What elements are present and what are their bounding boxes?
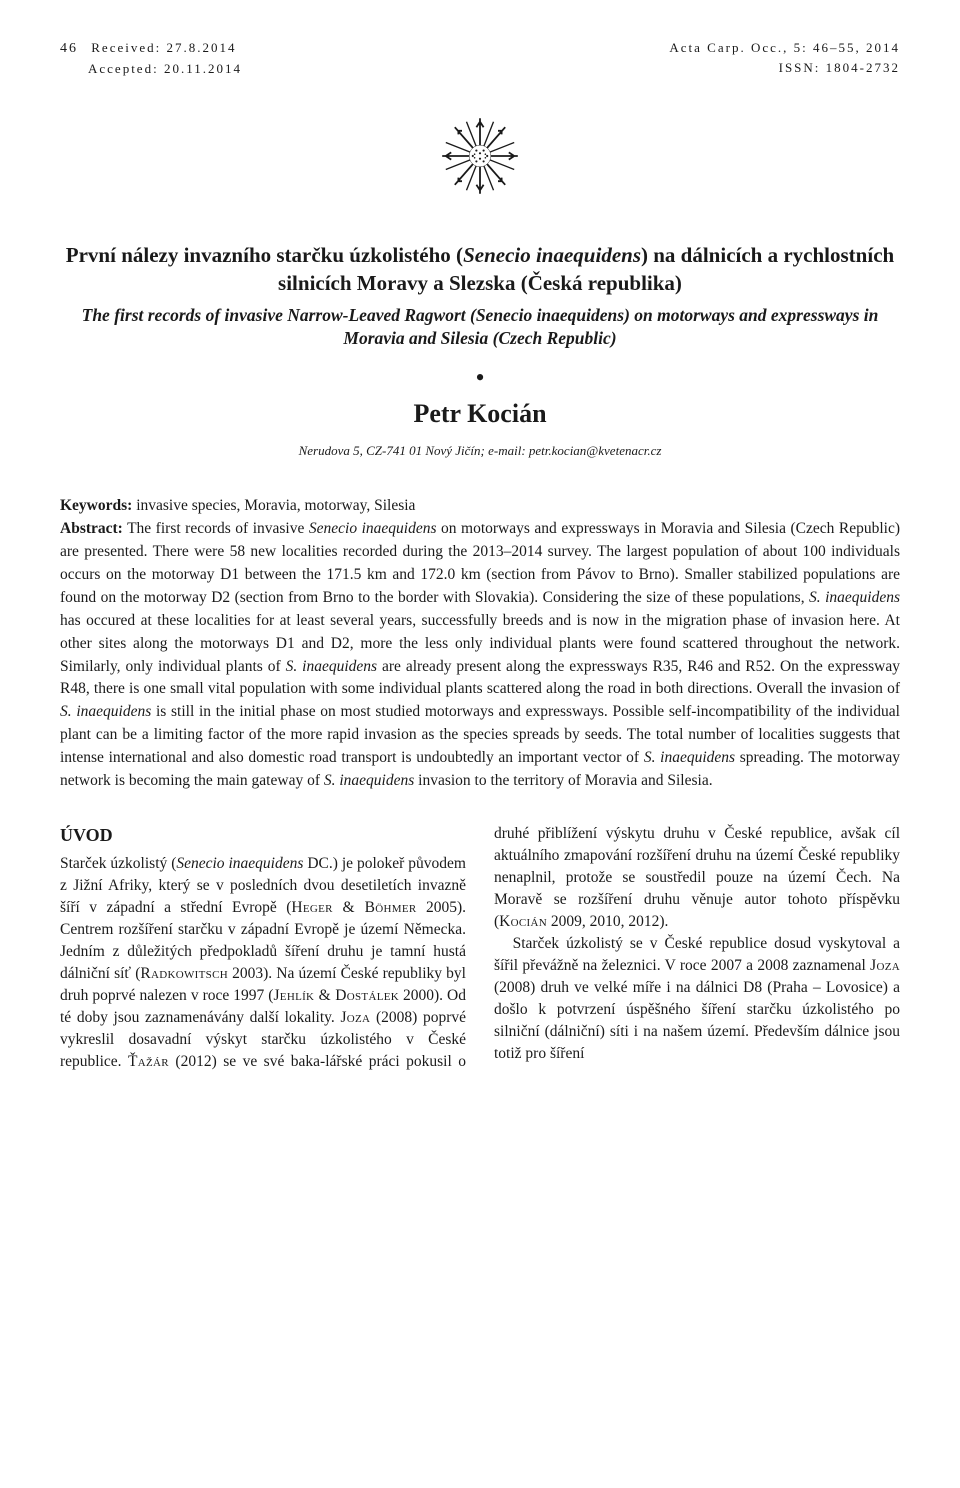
header-left: 46 Received: 27.8.2014 Accepted: 20.11.2… (60, 40, 242, 81)
body-paragraph-3: Starček úzkolistý se v České republice d… (494, 933, 900, 1065)
page-header: 46 Received: 27.8.2014 Accepted: 20.11.2… (60, 40, 900, 81)
page-number: 46 (60, 41, 78, 56)
keywords-text: invasive species, Moravia, motorway, Sil… (132, 497, 415, 514)
issn-text: ISSN: 1804-2732 (669, 60, 900, 76)
keywords-label: Keywords: (60, 497, 132, 514)
abstract-text: The first records of invasive Senecio in… (60, 520, 900, 789)
separator-dot: • (60, 365, 900, 391)
body-paragraph-1: Starček úzkolistý (Senecio inaequidens D… (60, 855, 466, 1070)
header-right: Acta Carp. Occ., 5: 46–55, 2014 ISSN: 18… (669, 40, 900, 80)
journal-text: Acta Carp. Occ., 5: 46–55, 2014 (669, 40, 900, 56)
journal-logo (60, 111, 900, 206)
title-english: The first records of invasive Narrow-Lea… (60, 304, 900, 351)
accepted-text: Accepted: 20.11.2014 (60, 61, 242, 77)
title-cz-species: Senecio inaequidens (463, 243, 641, 267)
author-affiliation: Nerudova 5, CZ-741 01 Nový Jičín; e-mail… (60, 443, 900, 459)
abstract-label: Abstract: (60, 520, 123, 537)
received-text: Received: 27.8.2014 (91, 40, 236, 55)
body-columns: ÚVOD Starček úzkolistý (Senecio inaequid… (60, 823, 900, 1073)
title-czech: První nálezy invazního starčku úzkolisté… (60, 241, 900, 298)
section-uvod-heading: ÚVOD (60, 823, 466, 849)
title-cz-pre: První nálezy invazního starčku úzkolisté… (66, 243, 463, 267)
author-name: Petr Kocián (60, 399, 900, 429)
abstract-block: Keywords: invasive species, Moravia, mot… (60, 495, 900, 793)
received-line: 46 Received: 27.8.2014 (60, 40, 242, 57)
flower-icon (435, 111, 525, 201)
